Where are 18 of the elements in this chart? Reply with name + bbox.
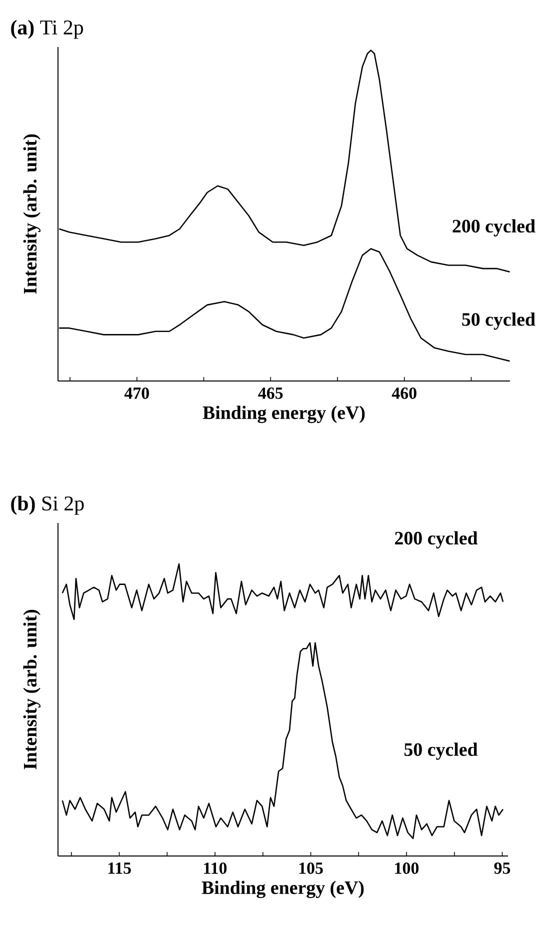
y-axis-title: Intensity (arb. unit) xyxy=(23,610,40,770)
x-tick-label: 470 xyxy=(124,388,149,399)
chart-title: (a) Ti 2p xyxy=(11,20,83,39)
x-tick-label: 465 xyxy=(258,388,283,399)
series-label: 200 cycled xyxy=(452,219,536,236)
text: 200 cycled xyxy=(395,531,478,548)
x-tick-label: 110 xyxy=(204,862,227,874)
series-label: 50 cycled xyxy=(462,312,536,330)
x-tick-label: 105 xyxy=(299,862,323,874)
x-tick-label: 460 xyxy=(392,388,416,399)
x-tick-label: 100 xyxy=(395,862,419,874)
x-tick-label: 95 xyxy=(494,862,510,874)
x-axis-title: Binding energy (eV) xyxy=(202,406,365,424)
x-tick-label: 115 xyxy=(108,862,131,874)
x-axis-title: Binding energy (eV) xyxy=(202,880,364,898)
text: 50 cycled xyxy=(404,742,478,760)
chart-title: (b) Si 2p xyxy=(11,496,84,515)
y-axis-title: Intensity (arb. unit) xyxy=(23,134,40,294)
